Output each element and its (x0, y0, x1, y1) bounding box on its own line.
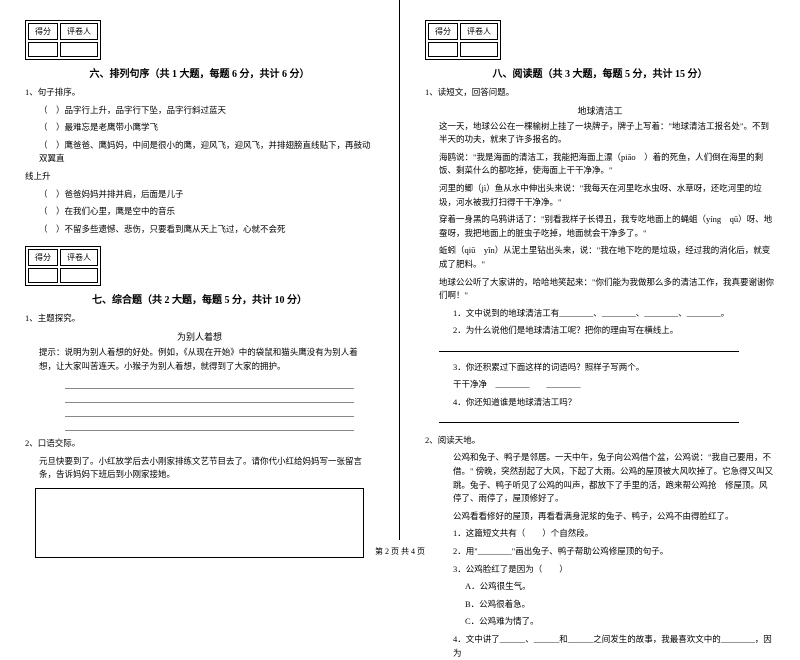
answer-blank (439, 342, 739, 352)
q8-2-3b: B．公鸡很着急。 (425, 598, 775, 612)
story1-p: 蚯蚓（qiū yǐn）从泥土里钻出头来，说："我在地下吃的是垃圾，经过我的消化后… (425, 244, 775, 271)
section-8-title: 八、阅读题（共 3 大题，每题 5 分，共计 15 分） (425, 65, 775, 80)
q6-line: （ ）品字行上升，品字行下坠，品字行斜过蓝天 (25, 104, 374, 118)
answer-line (65, 391, 354, 403)
q8-1-3: 3．你还积累过下面这样的词语吗？照样子写两个。 (425, 361, 775, 375)
q7-1-title: 为别人着想 (25, 330, 374, 343)
grader-label: 评卷人 (60, 23, 98, 40)
score-box-6: 得分评卷人 (25, 20, 101, 60)
q6-line: （ ）爸爸妈妈并排并肩，后面是儿子 (25, 188, 374, 202)
story1-title: 地球清洁工 (425, 104, 775, 117)
story1-p: 这一天，地球公公在一棵榆树上挂了一块牌子，牌子上写着："地球清洁工报名处"。不到… (425, 120, 775, 147)
q6-line: （ ）鹰爸爸、鹰妈妈，中间是很小的鹰，迎风飞，迎风飞，并排翅膀直线贴下，再鼓动双… (25, 139, 374, 166)
score-label: 得分 (428, 23, 458, 40)
score-box-7: 得分评卷人 (25, 246, 101, 286)
q7-2: 2、口语交际。 (25, 437, 374, 451)
story1-p: 海鸥说："我是海面的清洁工，我能把海面上漂（piāo ）着的死鱼，人们倒在海里的… (425, 151, 775, 178)
q7-1-hint: 提示：说明为别人着想的好处。例如，《从现在开始》中的袋鼠和猫头鹰没有为别人着想，… (25, 346, 374, 373)
q8-2-3a: A．公鸡很生气。 (425, 580, 775, 594)
q6-line: 线上升 (25, 170, 374, 184)
answer-line (65, 405, 354, 417)
q6-line: （ ）最难忘是老鹰带小鹰学飞 (25, 121, 374, 135)
score-label: 得分 (28, 249, 58, 266)
q8-2: 2、阅读天地。 (425, 434, 775, 448)
grader-label: 评卷人 (460, 23, 498, 40)
q8-1-2: 2．为什么说他们是地球清洁工呢？把你的理由写在横线上。 (425, 324, 775, 338)
q8-1-1: 1．文中说到的地球清洁工有________、________、________、… (425, 307, 775, 321)
answer-blank (439, 413, 739, 423)
page-footer: 第 2 页 共 4 页 (0, 546, 800, 557)
answer-line (65, 377, 354, 389)
story2-p: 公鸡看看修好的屋顶，再看看满身泥浆的兔子、鸭子，公鸡不由得脸红了。 (425, 510, 775, 524)
story1-p: 穿着一身黑的乌鸦讲话了："别看我样子长得丑，我专吃地面上的蝇蛆（yíng qū）… (425, 213, 775, 240)
section-6-title: 六、排列句序（共 1 大题，每题 6 分，共计 6 分） (25, 65, 374, 80)
grader-label: 评卷人 (60, 249, 98, 266)
score-box-8: 得分评卷人 (425, 20, 501, 60)
q8-1-4: 4．你还知道谁是地球清洁工吗？ (425, 396, 775, 410)
q8-2-4: 4．文中讲了______、______和______之间发生的故事，我最喜欢文中… (425, 633, 775, 660)
story2-p: 公鸡和兔子、鸭子是邻居。一天中午，兔子向公鸡借个盆，公鸡说："我自己要用，不借。… (425, 451, 775, 505)
q8-2-1: 1．这篇短文共有（ ）个自然段。 (425, 527, 775, 541)
q6-line: （ ）不留多些遗憾、悲伤，只要看到鹰从天上飞过，心就不会死 (25, 223, 374, 237)
answer-line (65, 419, 354, 431)
story1-p: 河里的鲫（jì）鱼从水中伸出头来说："我每天在河里吃水虫呀、水草呀，还吃河里的垃… (425, 182, 775, 209)
section-7-title: 七、综合题（共 2 大题，每题 5 分，共计 10 分） (25, 291, 374, 306)
q7-2-text: 元旦快要到了。小红放学后去小刚家排练文艺节目去了。请你代小红给妈妈写一张留言条，… (25, 455, 374, 482)
q7-1: 1、主题探究。 (25, 312, 374, 326)
story1-p: 地球公公听了大家讲的，哈哈地笑起来："你们能为我做那么多的清洁工作，我真要谢谢你… (425, 276, 775, 303)
q8-1: 1、读短文，回答问题。 (425, 86, 775, 100)
q6-1: 1、句子排序。 (25, 86, 374, 100)
q8-2-3c: C．公鸡难为情了。 (425, 615, 775, 629)
score-label: 得分 (28, 23, 58, 40)
q6-line: （ ）在我们心里，鹰是空中的音乐 (25, 205, 374, 219)
q8-1-3ex: 干干净净 ________ ________ (425, 378, 775, 392)
